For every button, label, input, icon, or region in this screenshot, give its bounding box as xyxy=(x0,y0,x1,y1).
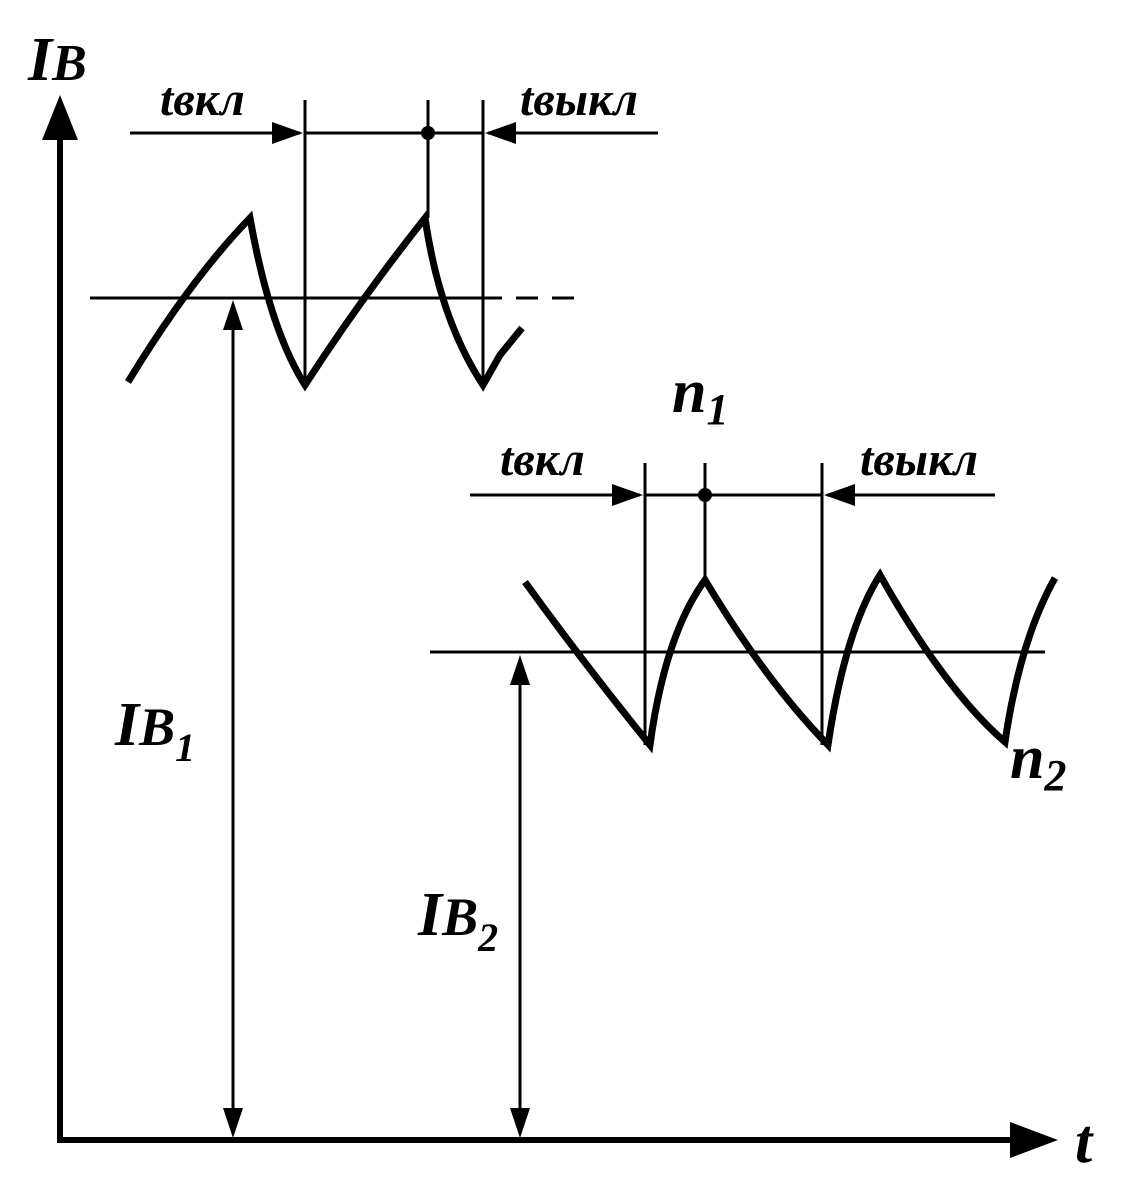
y-axis-label: IB xyxy=(27,26,87,94)
x-axis-label: t xyxy=(1075,1108,1094,1176)
x-axis xyxy=(57,1122,1058,1158)
n1-label: n1 xyxy=(672,358,728,434)
lower-waveform xyxy=(522,568,1059,754)
upper-timing-dot xyxy=(421,126,435,140)
lower-timing-dot xyxy=(698,488,712,502)
lower-t-on-label: tвкл xyxy=(500,433,585,486)
lower-regime xyxy=(430,463,1059,1138)
upper-waveform xyxy=(125,209,525,392)
upper-t-on-label: tвкл xyxy=(160,73,245,126)
lower-t-off-label: tвыкл xyxy=(860,433,978,486)
ib1-label: IB1 xyxy=(114,691,195,770)
ib2-label: IB2 xyxy=(417,881,498,960)
y-axis xyxy=(42,95,78,1140)
n2-label: n2 xyxy=(1010,724,1066,800)
upper-t-off-label: tвыкл xyxy=(520,73,638,126)
upper-regime xyxy=(90,100,658,1138)
